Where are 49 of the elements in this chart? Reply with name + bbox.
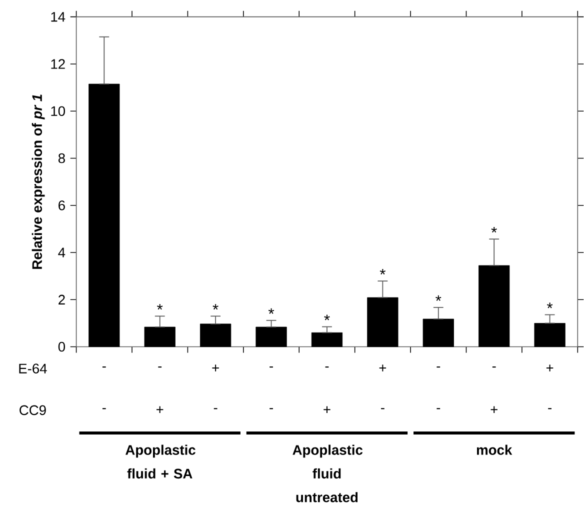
text: - <box>436 408 440 410</box>
text: E-64 <box>19 364 47 374</box>
y-axis-title: Relative expression of pr 1 <box>32 94 45 269</box>
data-label: * <box>546 302 553 308</box>
text: CC9 <box>20 405 46 415</box>
bar <box>422 318 454 347</box>
bar <box>256 326 287 347</box>
bar <box>200 324 232 347</box>
y-tick-label: 14 <box>51 12 66 22</box>
y-tick-label: 4 <box>58 248 66 258</box>
text: - <box>158 366 162 368</box>
text: + <box>490 406 498 413</box>
text: + <box>546 364 554 372</box>
text: - <box>381 408 384 410</box>
y-tick-label: 6 <box>58 200 65 210</box>
text: + <box>324 406 330 413</box>
text: + <box>379 364 386 372</box>
data-label: * <box>491 226 497 232</box>
text: - <box>214 408 218 410</box>
bar <box>367 297 398 347</box>
data-label: * <box>212 304 218 310</box>
y-tick-label: 12 <box>51 58 65 69</box>
data-label: * <box>436 295 442 301</box>
y-tick-label: 8 <box>58 153 65 163</box>
data-label: * <box>324 314 330 320</box>
text: - <box>548 408 552 410</box>
text: + <box>156 406 164 413</box>
data-label: * <box>157 304 163 310</box>
text: Apoplastic fluid + SA <box>126 444 196 478</box>
y-tick-label: 0 <box>58 342 66 352</box>
y-tick-label: 2 <box>58 294 65 304</box>
text: - <box>102 408 106 410</box>
text: - <box>270 408 273 410</box>
text: Apoplastic fluid untreated <box>292 444 363 502</box>
bar <box>144 326 176 347</box>
data-label: * <box>268 308 274 314</box>
text: mock <box>476 444 512 455</box>
bar <box>534 322 566 347</box>
y-tick-label: 10 <box>51 106 66 116</box>
text: - <box>102 366 106 368</box>
data-label: * <box>380 268 386 274</box>
bar <box>88 84 120 347</box>
text: - <box>325 366 329 368</box>
text: - <box>436 366 440 368</box>
bar <box>311 332 343 347</box>
text: + <box>212 364 219 372</box>
text: - <box>270 366 273 368</box>
text: - <box>492 366 496 368</box>
bar <box>478 265 510 347</box>
